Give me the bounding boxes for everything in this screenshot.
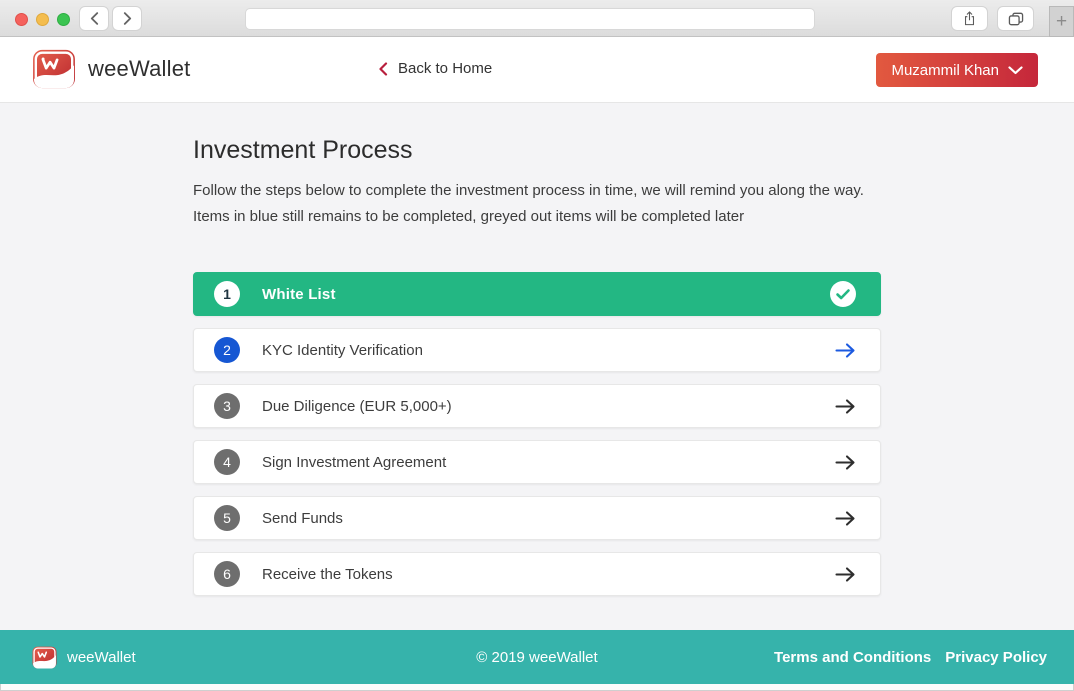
arrow-right-icon: [835, 398, 856, 414]
chevron-left-icon: [90, 12, 99, 25]
step-row-white-list[interactable]: 1 White List: [193, 272, 881, 316]
browser-chrome: +: [0, 0, 1074, 37]
check-circle-icon: [830, 281, 856, 307]
footer-brand: weeWallet: [32, 646, 136, 669]
step-label: KYC Identity Verification: [262, 341, 423, 359]
arrow-right-icon: [835, 454, 856, 470]
brand: weeWallet: [32, 49, 190, 89]
step-number-badge: 3: [214, 393, 240, 419]
step-number-badge: 4: [214, 449, 240, 475]
chevron-down-icon: [1008, 65, 1023, 75]
browser-forward-button[interactable]: [112, 6, 142, 31]
main-content: Investment Process Follow the steps belo…: [0, 103, 1074, 630]
user-menu-button[interactable]: Muzammil Khan: [876, 53, 1038, 87]
page-description: Follow the steps below to complete the i…: [193, 182, 864, 225]
step-label: Send Funds: [262, 509, 343, 527]
step-row-receive-tokens[interactable]: 6 Receive the Tokens: [193, 552, 881, 596]
browser-back-button[interactable]: [79, 6, 109, 31]
step-label: White List: [262, 285, 336, 303]
tab-overview-button[interactable]: [997, 6, 1034, 31]
chevron-right-icon: [123, 12, 132, 25]
share-button[interactable]: [951, 6, 988, 31]
step-label: Receive the Tokens: [262, 565, 393, 583]
zoom-window-button[interactable]: [57, 13, 70, 26]
url-bar[interactable]: [245, 8, 815, 30]
brand-name: weeWallet: [88, 56, 191, 81]
footer-links: Terms and Conditions Privacy Policy: [774, 649, 1047, 666]
back-to-home-label: Back to Home: [398, 60, 493, 77]
new-tab-button[interactable]: +: [1049, 6, 1074, 37]
step-row-due-diligence[interactable]: 3 Due Diligence (EUR 5,000+): [193, 384, 881, 428]
minimize-window-button[interactable]: [36, 13, 49, 26]
arrow-right-icon: [835, 566, 856, 582]
step-number-badge: 5: [214, 505, 240, 531]
traffic-lights: [15, 13, 70, 26]
chevron-left-icon: [378, 61, 388, 76]
close-window-button[interactable]: [15, 13, 28, 26]
step-number-badge: 1: [214, 281, 240, 307]
page-title: Investment Process: [193, 136, 413, 164]
step-number-badge: 6: [214, 561, 240, 587]
user-name-label: Muzammil Khan: [891, 61, 999, 79]
weewallet-logo-icon: [32, 646, 57, 669]
step-number-badge: 2: [214, 337, 240, 363]
footer-brand-name: weeWallet: [67, 648, 136, 666]
investment-steps-list: 1 White List 2 KYC Identity Verification…: [193, 272, 881, 596]
app-header: weeWallet Back to Home Muzammil Khan: [0, 37, 1074, 103]
tabs-icon: [1008, 12, 1024, 26]
footer: weeWallet © 2019 weeWallet Terms and Con…: [0, 630, 1074, 684]
privacy-policy-link[interactable]: Privacy Policy: [945, 648, 1047, 666]
step-row-kyc[interactable]: 2 KYC Identity Verification: [193, 328, 881, 372]
arrow-right-icon: [835, 342, 856, 358]
step-row-send-funds[interactable]: 5 Send Funds: [193, 496, 881, 540]
step-label: Due Diligence (EUR 5,000+): [262, 397, 452, 415]
arrow-right-icon: [835, 510, 856, 526]
weewallet-logo-icon: [32, 49, 76, 89]
terms-and-conditions-link[interactable]: Terms and Conditions: [774, 648, 932, 666]
share-icon: [963, 10, 976, 27]
step-label: Sign Investment Agreement: [262, 453, 447, 471]
step-row-sign-agreement[interactable]: 4 Sign Investment Agreement: [193, 440, 881, 484]
back-to-home-link[interactable]: Back to Home: [378, 60, 492, 77]
